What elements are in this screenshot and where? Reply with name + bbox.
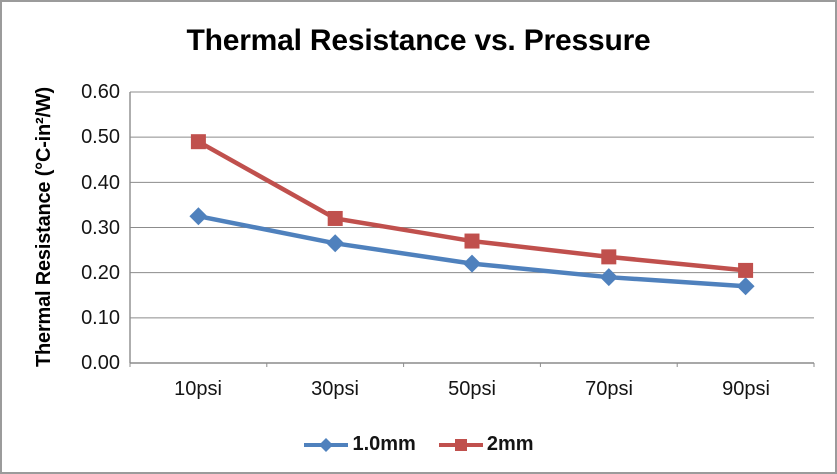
ytick-label: 0.60 [81,81,120,103]
chart-title: Thermal Resistance vs. Pressure [186,24,651,57]
xtick-label: 30psi [311,378,359,400]
xtick-label: 90psi [722,378,770,400]
ytick-label: 0.10 [81,307,120,329]
legend-swatch-square-icon [438,435,484,455]
xtick-label: 70psi [585,378,633,400]
legend-label: 2mm [486,433,534,455]
ytick-label: 0.40 [81,171,120,194]
xtick-label: 10psi [174,378,222,400]
ytick-label: 0.20 [81,262,120,284]
legend-swatch-diamond-icon [303,435,349,455]
ytick-label: 0.50 [81,126,120,148]
legend-item-1-0mm: 1.0mm [303,433,416,456]
xtick-label: 50psi [448,378,496,400]
legend: 1.0mm 2mm [2,433,835,456]
ytick-label: 0.00 [81,352,120,374]
legend-item-2mm: 2mm [438,433,534,456]
ytick-label: 0.30 [81,216,120,239]
legend-label: 1.0mm [352,433,416,455]
